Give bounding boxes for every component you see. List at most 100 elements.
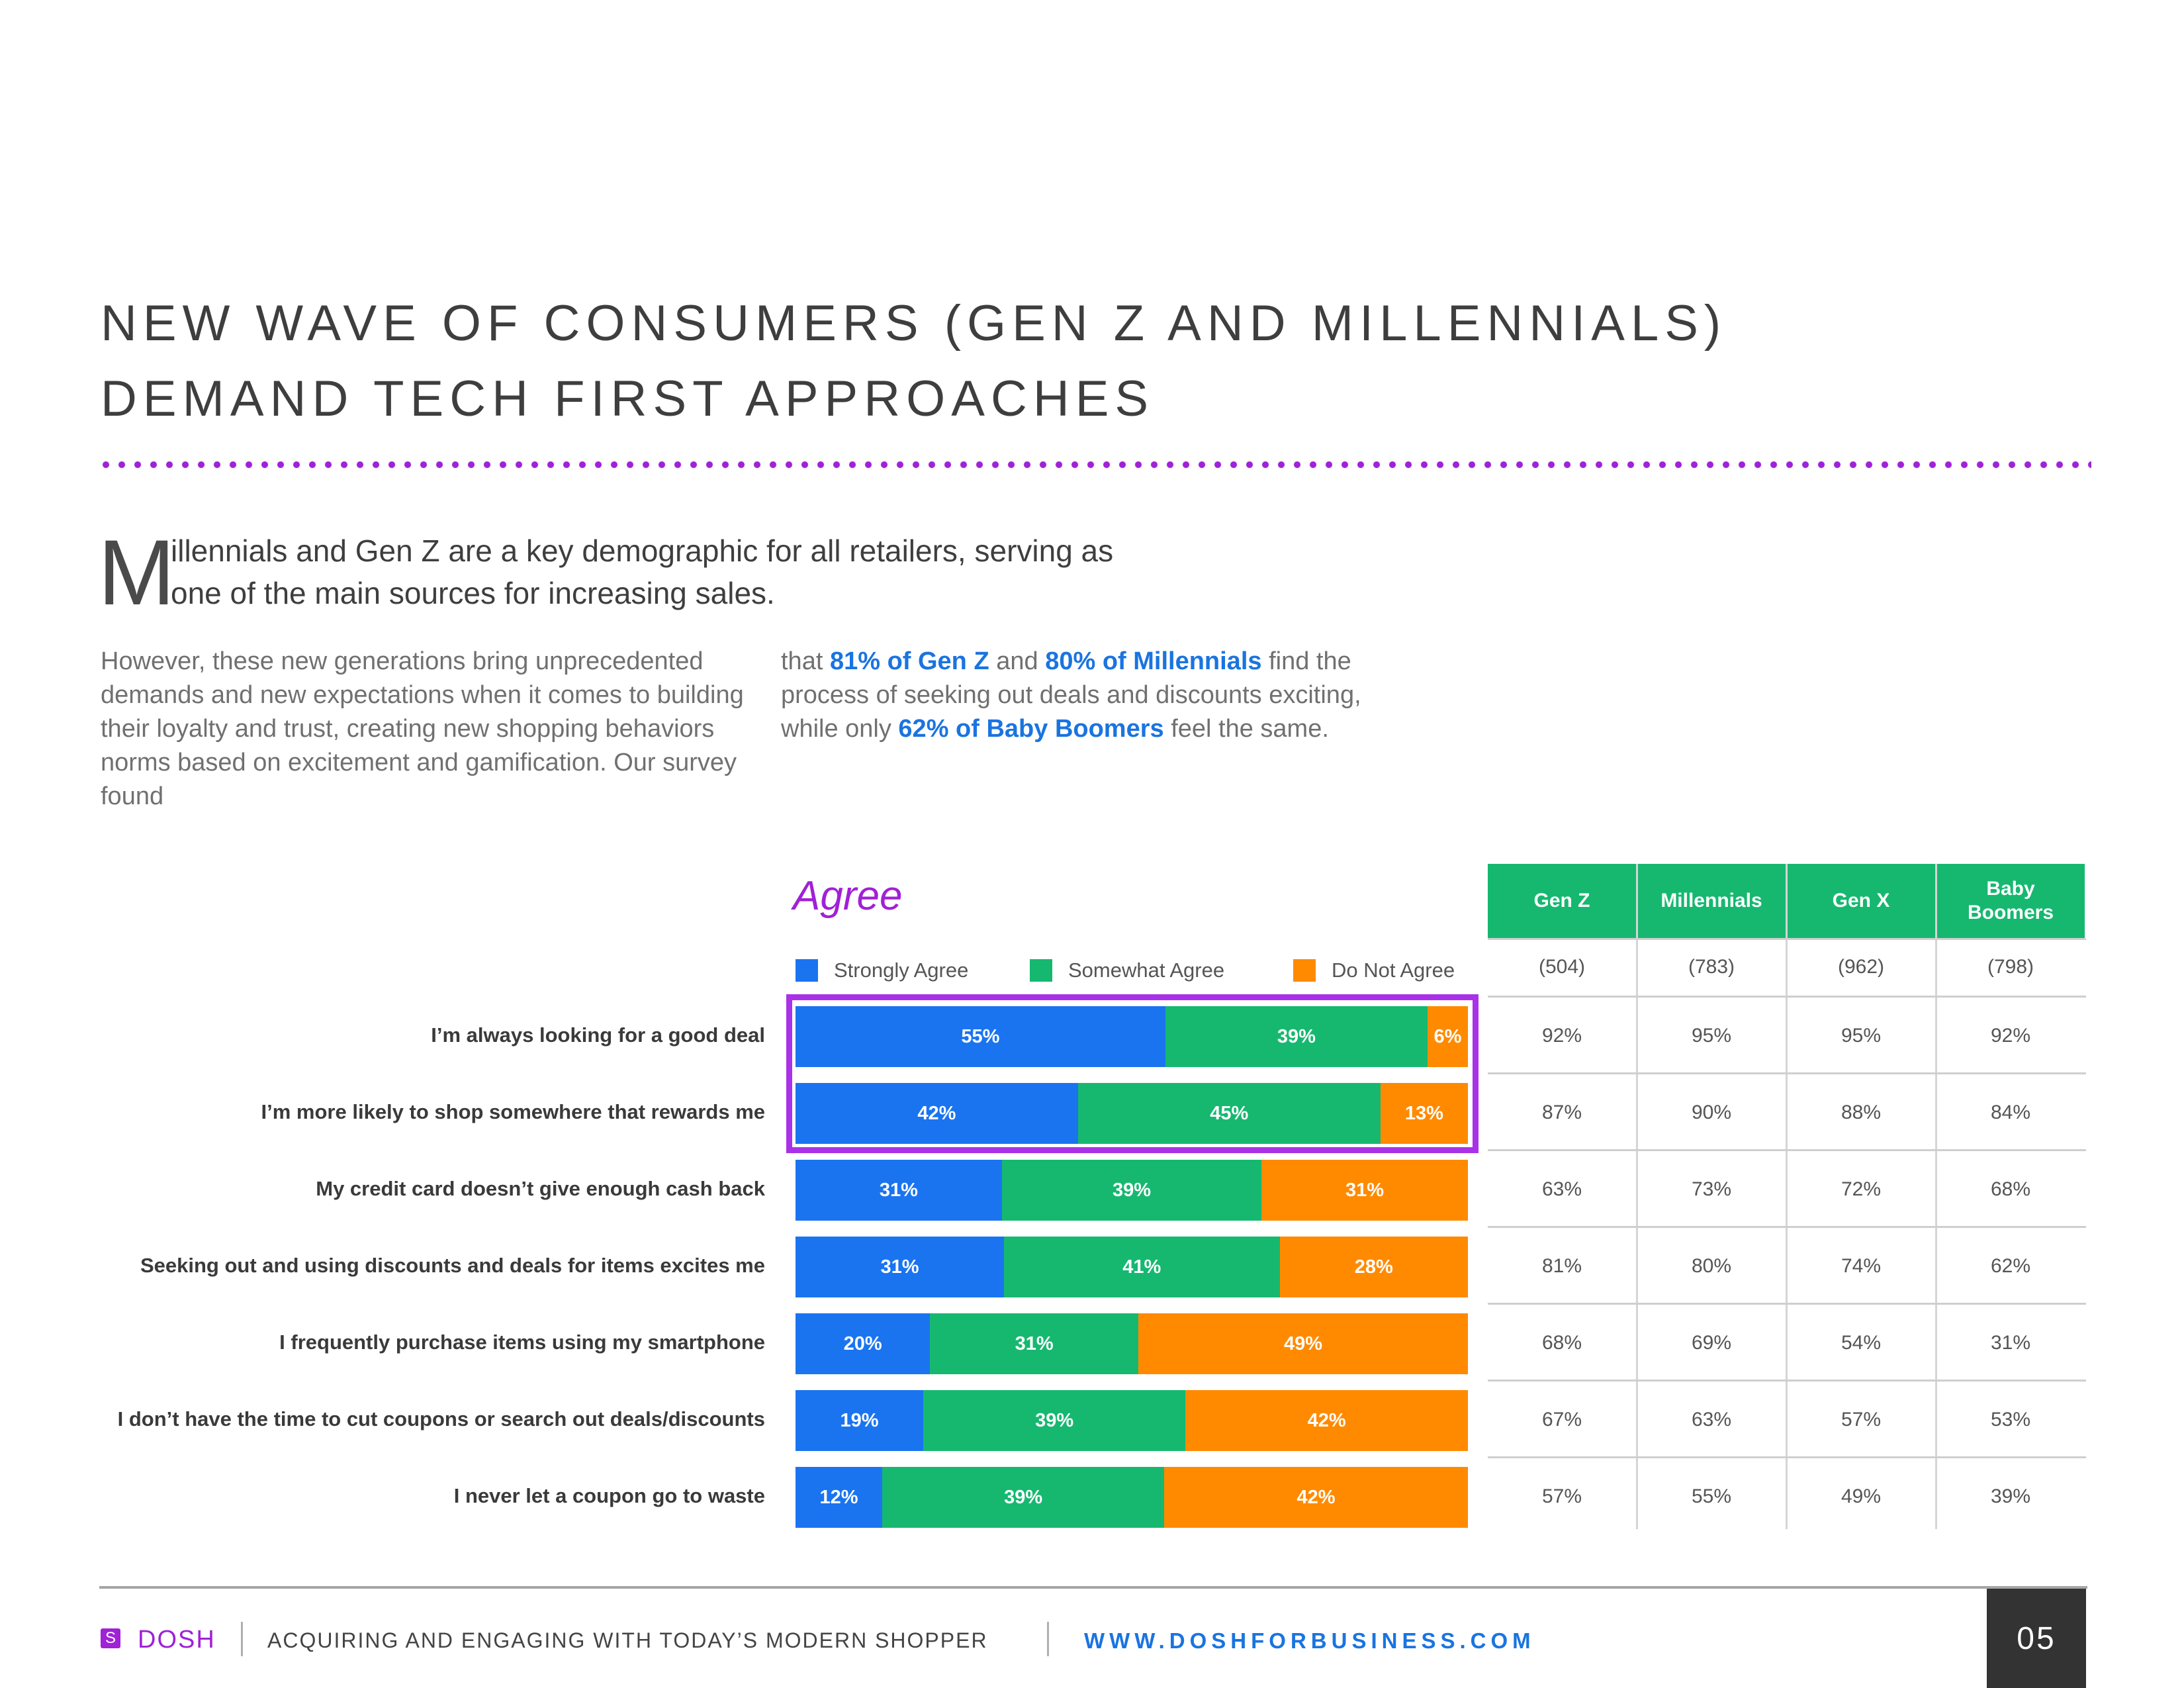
table-row-divider (1488, 1380, 2086, 1382)
table-cell: 73% (1691, 1178, 1732, 1200)
bar-segment-strongly-agree: 12% (796, 1467, 883, 1528)
table-cell: 68% (1541, 1332, 1582, 1354)
table-row-divider (1488, 1072, 2086, 1074)
bar-segment-do-not-agree: 28% (1279, 1237, 1468, 1297)
footer-brand: DOSH (138, 1626, 216, 1654)
bar-segment-somewhat-agree: 39% (1165, 1006, 1428, 1067)
table-cell: 92% (1990, 1025, 2031, 1047)
legend-do-not-agree: Do Not Agree (1293, 956, 1455, 985)
table-cell: 54% (1841, 1332, 1882, 1354)
sample-size: (504) (1538, 956, 1586, 978)
table-column-divider (1636, 864, 1638, 1529)
chart-title: Agree (793, 873, 903, 919)
footer-separator (241, 1622, 243, 1656)
table-cell: 57% (1841, 1409, 1882, 1430)
bar-segment-strongly-agree: 31% (796, 1237, 1004, 1297)
bar-segment-somewhat-agree: 45% (1077, 1083, 1381, 1144)
table-row-divider (1488, 938, 2086, 940)
table-row-divider (1488, 1149, 2086, 1151)
bar-segment-somewhat-agree: 41% (1003, 1237, 1280, 1297)
page-title: NEW WAVE OF CONSUMERS (GEN Z AND MILLENN… (101, 295, 1727, 427)
dotted-divider (98, 461, 2091, 469)
sample-size: (962) (1837, 956, 1885, 978)
table-cell: 67% (1541, 1409, 1582, 1430)
bar-segment-strongly-agree: 55% (796, 1006, 1165, 1067)
row-label: I’m always looking for a good deal (431, 1023, 765, 1047)
table-cell: 80% (1691, 1255, 1732, 1277)
table-header: Baby Boomers (1936, 864, 2085, 938)
table-cell: 92% (1541, 1025, 1582, 1047)
table-cell: 39% (1990, 1485, 2031, 1507)
table-cell: 31% (1990, 1332, 2031, 1354)
table-cell: 95% (1691, 1025, 1732, 1047)
bar-row: 55% 39% 6% (796, 1006, 1468, 1067)
legend-strongly-agree: Strongly Agree (796, 956, 968, 985)
page-number: 05 (1987, 1589, 2086, 1688)
lead-paragraph: illennials and Gen Z are a key demograph… (171, 534, 1114, 610)
row-label: I don’t have the time to cut coupons or … (117, 1407, 765, 1430)
table-column-divider (1935, 864, 1937, 1529)
row-label: I frequently purchase items using my sma… (279, 1331, 765, 1354)
table-cell: 62% (1990, 1255, 2031, 1277)
footer-document-title: ACQUIRING AND ENGAGING WITH TODAY’S MODE… (267, 1628, 988, 1652)
table-header: Gen X (1787, 864, 1935, 938)
bar-row: 12% 39% 42% (796, 1467, 1468, 1528)
table-cell: 72% (1841, 1178, 1882, 1200)
bar-row: 20% 31% 49% (796, 1313, 1468, 1374)
table-cell: 68% (1990, 1178, 2031, 1200)
table-cell: 81% (1541, 1255, 1582, 1277)
table-row-divider (1488, 1226, 2086, 1228)
body-column-2: that 81% of Gen Z and 80% of Millennials… (781, 647, 1361, 743)
table-cell: 90% (1691, 1102, 1732, 1123)
bar-segment-somewhat-agree: 31% (930, 1313, 1139, 1374)
row-label: I’m more likely to shop somewhere that r… (261, 1100, 765, 1123)
table-cell: 53% (1990, 1409, 2031, 1430)
table-cell: 49% (1841, 1485, 1882, 1507)
table-header: Gen Z (1488, 864, 1636, 938)
bar-segment-strongly-agree: 19% (796, 1390, 924, 1451)
footer-rule (99, 1586, 2087, 1589)
lead-drop-cap: M (98, 520, 175, 624)
table-header: Millennials (1637, 864, 1786, 938)
bar-segment-do-not-agree: 42% (1164, 1467, 1468, 1528)
bar-segment-somewhat-agree: 39% (1001, 1160, 1262, 1221)
bar-segment-do-not-agree: 42% (1185, 1390, 1468, 1451)
bar-segment-somewhat-agree: 39% (882, 1467, 1165, 1528)
sample-size: (783) (1688, 956, 1735, 978)
legend-swatch-green (1030, 959, 1052, 982)
bar-segment-strongly-agree: 31% (796, 1160, 1002, 1221)
bar-segment-do-not-agree: 13% (1380, 1083, 1468, 1144)
table-row-divider (1488, 1303, 2086, 1305)
bar-segment-strongly-agree: 20% (796, 1313, 931, 1374)
table-cell: 55% (1691, 1485, 1732, 1507)
bar-row: 42% 45% 13% (796, 1083, 1468, 1144)
table-cell: 95% (1841, 1025, 1882, 1047)
footer-url-link[interactable]: WWW.DOSHFORBUSINESS.COM (1084, 1628, 1535, 1653)
table-cell: 63% (1541, 1178, 1582, 1200)
row-label: My credit card doesn’t give enough cash … (316, 1177, 765, 1200)
bar-row: 19% 39% 42% (796, 1390, 1468, 1451)
stat-baby-boomers: 62% of Baby Boomers (898, 715, 1164, 743)
stat-millennials: 80% of Millennials (1045, 647, 1262, 675)
row-label: Seeking out and using discounts and deal… (140, 1254, 765, 1277)
table-cell: 87% (1541, 1102, 1582, 1123)
bar-row: 31% 41% 28% (796, 1237, 1468, 1297)
highlight-box (786, 994, 1479, 1153)
bar-segment-strongly-agree: 42% (796, 1083, 1078, 1144)
table-cell: 57% (1541, 1485, 1582, 1507)
bar-segment-do-not-agree: 31% (1261, 1160, 1468, 1221)
table-row-divider (1488, 1456, 2086, 1458)
footer-separator (1047, 1622, 1049, 1656)
table-row-divider (1488, 996, 2086, 998)
legend-swatch-blue (796, 959, 818, 982)
table-cell: 69% (1691, 1332, 1732, 1354)
stat-gen-z: 81% of Gen Z (829, 647, 989, 675)
table-cell: 88% (1841, 1102, 1882, 1123)
table-cell: 74% (1841, 1255, 1882, 1277)
table-cell: 63% (1691, 1409, 1732, 1430)
table-column-divider (1786, 864, 1788, 1529)
legend-somewhat-agree: Somewhat Agree (1030, 956, 1224, 985)
row-label: I never let a coupon go to waste (453, 1484, 765, 1507)
legend-swatch-orange (1293, 959, 1316, 982)
sample-size: (798) (1987, 956, 2034, 978)
